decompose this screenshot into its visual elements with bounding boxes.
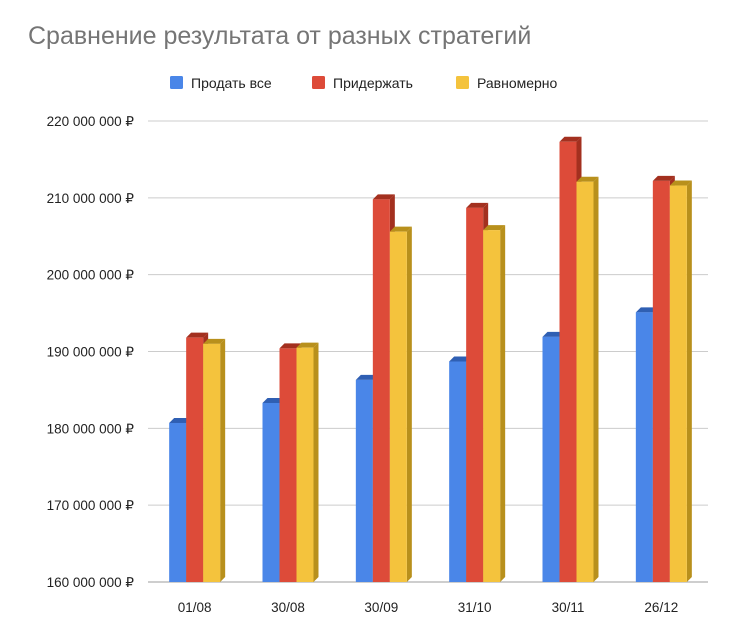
bar-front (355, 379, 373, 582)
x-tick-label: 01/08 (178, 600, 212, 615)
bar-front (635, 312, 653, 582)
bar-top (576, 176, 599, 182)
y-tick-label: 160 000 000 ₽ (47, 575, 135, 590)
y-tick-label: 210 000 000 ₽ (47, 191, 135, 206)
bar-30-09-s2 (389, 226, 412, 582)
legend: Продать все Придержать Равномерно (170, 75, 558, 91)
x-tick-label: 31/10 (458, 600, 492, 615)
bar-front (296, 347, 314, 582)
bar-top (203, 338, 226, 344)
legend-item: Продать все (170, 75, 272, 91)
bar-top (372, 194, 395, 200)
y-tick-label: 170 000 000 ₽ (47, 498, 135, 513)
legend-swatch (170, 76, 183, 89)
gridlines (148, 120, 708, 583)
bar-side (220, 338, 226, 582)
bar-front (542, 336, 560, 582)
bar-top (186, 332, 209, 338)
x-tick-label: 30/09 (364, 600, 398, 615)
bar-top (542, 331, 565, 337)
bar-front (483, 230, 501, 582)
bar-top (169, 417, 192, 423)
bar-front (186, 337, 204, 582)
y-axis: 160 000 000 ₽ 170 000 000 ₽ 180 000 000 ₽ 1… (47, 114, 135, 590)
bar-side (593, 176, 599, 582)
legend-item: Придержать (312, 75, 413, 91)
bar-front (169, 422, 187, 582)
bar-front (466, 207, 484, 583)
y-tick-label: 180 000 000 ₽ (47, 421, 135, 436)
bar-top (652, 175, 675, 181)
bar-front (279, 348, 297, 582)
bar-30-11-s2 (576, 176, 599, 582)
bar-top (279, 343, 302, 349)
legend-label: Продать все (191, 75, 272, 91)
y-tick-label: 200 000 000 ₽ (47, 268, 135, 283)
chart-title: Сравнение результата от разных стратегий (28, 22, 532, 50)
bar-front (203, 343, 221, 582)
bar-side (313, 342, 319, 582)
x-tick-label: 26/12 (644, 600, 678, 615)
bars (169, 136, 692, 583)
bar-front (576, 181, 594, 582)
bar-front (559, 141, 577, 582)
bar-top (262, 397, 285, 403)
bar-top (389, 226, 412, 232)
bar-front (262, 402, 280, 582)
bar-front (449, 361, 467, 582)
bar-30-08-s2 (296, 342, 319, 582)
bar-front (652, 180, 670, 582)
x-tick-label: 30/11 (552, 600, 585, 615)
bar-top (466, 202, 489, 208)
legend-label: Придержать (333, 75, 413, 91)
x-tick-label: 30/08 (271, 600, 305, 615)
bar-top (669, 180, 692, 186)
legend-swatch (312, 76, 325, 89)
bar-side (500, 225, 506, 582)
bar-top (355, 374, 378, 380)
legend-label: Равномерно (477, 75, 558, 91)
legend-swatch (456, 76, 469, 89)
bar-top (296, 342, 319, 348)
bar-front (372, 199, 390, 582)
bar-side (406, 226, 412, 582)
bar-top (483, 225, 506, 231)
y-tick-label: 220 000 000 ₽ (47, 114, 135, 129)
bar-01-08-s2 (203, 338, 226, 582)
bar-31-10-s2 (483, 225, 506, 582)
y-tick-label: 190 000 000 ₽ (47, 345, 135, 360)
bar-top (449, 356, 472, 362)
bar-front (389, 231, 407, 582)
bar-side (686, 180, 692, 583)
bar-front (669, 185, 687, 583)
bar-top (635, 307, 658, 313)
x-axis: 01/08 30/08 30/09 31/10 30/11 26/12 (178, 600, 678, 615)
bar-26-12-s2 (669, 180, 692, 583)
legend-item: Равномерно (456, 75, 558, 91)
bar-top (559, 136, 582, 142)
